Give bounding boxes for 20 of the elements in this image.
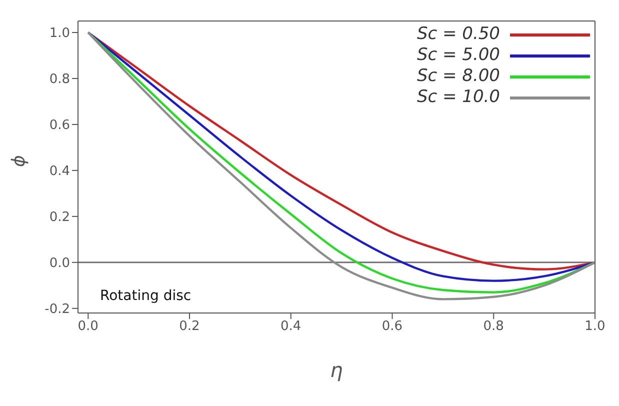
- x-axis-title: η: [330, 358, 344, 382]
- y-axis-title: ϕ: [8, 155, 30, 167]
- x-tick-label: 0.6: [382, 319, 403, 334]
- y-tick-label: 1.0: [49, 26, 70, 42]
- y-tick-label: 0.0: [49, 256, 70, 272]
- legend-label: Sc = 0.50: [416, 24, 500, 45]
- x-tick-label: 0.8: [483, 319, 504, 334]
- y-tick-label: 0.6: [49, 118, 70, 134]
- y-tick-label: -0.2: [44, 302, 70, 318]
- legend-label: Sc = 10.0: [416, 87, 500, 108]
- y-tick-label: 0.4: [49, 164, 70, 180]
- x-tick-label: 0.0: [78, 319, 98, 334]
- x-tick-label: 0.4: [280, 319, 302, 334]
- y-tick-label: 0.8: [49, 72, 70, 88]
- legend-label: Sc = 8.00: [416, 66, 500, 87]
- x-tick-label: 0.2: [179, 319, 200, 334]
- y-tick-label: 0.2: [49, 210, 70, 226]
- legend-label: Sc = 5.00: [416, 45, 500, 66]
- annotation: Rotating disc: [100, 288, 192, 304]
- x-tick-label: 1.0: [584, 319, 606, 334]
